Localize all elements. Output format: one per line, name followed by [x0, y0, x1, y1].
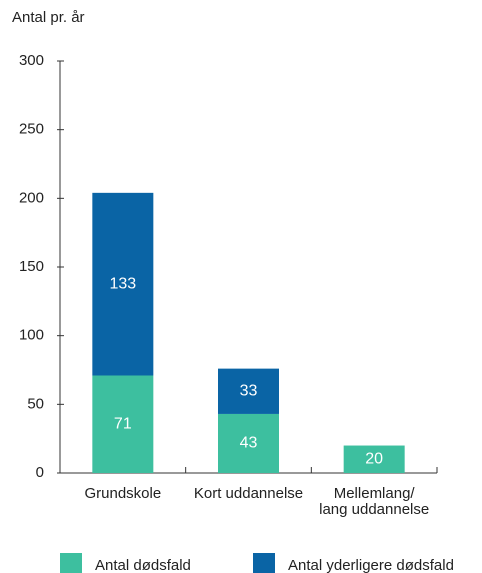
data-label: 71 — [114, 415, 132, 432]
legend-swatch — [253, 553, 275, 573]
bar-segment — [92, 192, 154, 376]
legend-label: Antal yderligere dødsfald — [288, 557, 454, 573]
bar-segment — [343, 445, 405, 473]
legend-swatch — [60, 553, 82, 573]
data-label: 133 — [109, 275, 136, 292]
data-label: 20 — [365, 450, 383, 467]
y-tick-label: 50 — [27, 395, 44, 412]
bar-segment — [92, 375, 154, 473]
bar-segment — [218, 368, 279, 414]
y-tick-label: 150 — [19, 258, 44, 275]
x-tick-label: Kort uddannelse — [194, 485, 303, 502]
y-tick-label: 200 — [19, 189, 44, 206]
data-label: 33 — [240, 383, 258, 400]
x-tick-label-line: Grundskole — [84, 485, 161, 502]
x-tick-label: Grundskole — [84, 485, 161, 502]
data-label: 43 — [240, 435, 258, 452]
y-axis-label: Antal pr. år — [12, 9, 85, 26]
x-tick-label: Mellemlang/lang uddannelse — [319, 485, 429, 518]
x-tick-label-line: Mellemlang/ — [334, 485, 416, 502]
x-tick-label-line: Kort uddannelse — [194, 485, 303, 502]
x-tick-label-line: lang uddannelse — [319, 501, 429, 518]
y-tick-label: 300 — [19, 52, 44, 69]
y-tick-label: 250 — [19, 121, 44, 138]
y-tick-label: 0 — [36, 464, 44, 481]
y-tick-label: 100 — [19, 327, 44, 344]
bar-segment — [218, 413, 279, 473]
legend-label: Antal dødsfald — [95, 557, 191, 573]
